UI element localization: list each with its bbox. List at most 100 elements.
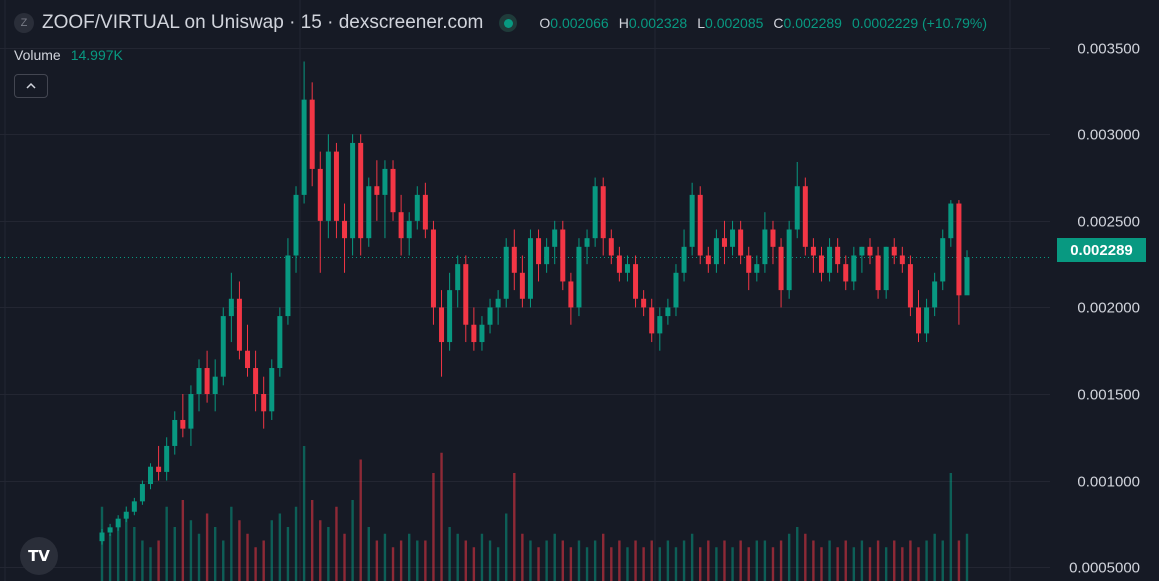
candle-body xyxy=(713,238,719,265)
candle-body xyxy=(269,368,275,412)
volume-bar xyxy=(957,540,961,581)
candle-body xyxy=(721,238,727,247)
candle-body xyxy=(455,264,461,291)
candle-body xyxy=(156,466,162,472)
candle-body xyxy=(786,229,792,291)
candle-body xyxy=(924,307,930,334)
candle-body xyxy=(746,255,752,273)
volume-bar xyxy=(448,527,451,581)
candle-body xyxy=(883,246,889,291)
candle-body xyxy=(665,307,671,317)
chevron-up-icon xyxy=(26,82,36,89)
volume-bar xyxy=(884,547,888,581)
volume-bar xyxy=(254,547,257,581)
last-price-tag: 0.002289 xyxy=(1057,238,1146,262)
candle-body xyxy=(228,298,234,317)
volume-label: Volume xyxy=(14,47,61,63)
volume-bar xyxy=(852,547,856,581)
volume-bar xyxy=(391,547,395,581)
volume-bar xyxy=(319,520,322,581)
volume-bar xyxy=(173,527,176,581)
candle-body xyxy=(172,419,178,446)
candle-body xyxy=(406,220,412,239)
candle-body xyxy=(139,484,145,502)
volume-bar xyxy=(278,513,282,581)
candle-body xyxy=(107,527,113,533)
volume-bar xyxy=(650,540,653,581)
candle-body xyxy=(915,307,921,334)
candle-body xyxy=(956,203,962,296)
volume-bar xyxy=(424,540,427,581)
volume-bar xyxy=(634,540,637,581)
volume-bar xyxy=(577,540,581,581)
candle-body xyxy=(519,272,525,299)
y-tick-label: 0.003000 xyxy=(1077,127,1140,144)
candle-body xyxy=(536,238,542,265)
candle-body xyxy=(875,255,881,291)
low-value: 0.002085 xyxy=(705,15,764,31)
candle-body xyxy=(471,324,477,343)
candle-body xyxy=(196,368,202,394)
volume-bar xyxy=(893,540,896,581)
volume-bar xyxy=(804,533,807,581)
volume-bar xyxy=(593,540,597,581)
volume-bar xyxy=(480,533,484,581)
y-tick-label: 0.001500 xyxy=(1077,387,1140,404)
volume-bar xyxy=(690,533,694,581)
volume-bar xyxy=(116,520,120,581)
candle-body xyxy=(616,255,622,273)
candle-body xyxy=(673,272,679,308)
volume-bar xyxy=(561,540,564,581)
candle-body xyxy=(495,298,501,308)
volume-bar xyxy=(359,459,362,581)
tradingview-logo-icon[interactable]: TV xyxy=(20,537,58,575)
volume-bar xyxy=(302,446,306,581)
candle-body xyxy=(835,246,841,265)
candle-body xyxy=(584,238,590,247)
volume-bar xyxy=(569,547,573,581)
volume-bar xyxy=(197,533,201,581)
volume-bar xyxy=(383,533,387,581)
volume-bar xyxy=(205,513,209,581)
candle-body xyxy=(414,194,420,221)
candle-body xyxy=(738,229,744,256)
volume-bar xyxy=(642,547,645,581)
volume-bar xyxy=(747,547,750,581)
candle-body xyxy=(422,194,428,230)
candle-body xyxy=(560,229,566,282)
volume-bar xyxy=(513,473,516,581)
candle-body xyxy=(762,229,768,265)
collapse-legend-button[interactable] xyxy=(14,74,48,98)
volume-bar xyxy=(787,533,791,581)
volume-bar xyxy=(464,540,467,581)
candle-body xyxy=(430,229,436,308)
volume-bar xyxy=(545,540,548,581)
volume-bar xyxy=(505,513,508,581)
candle-body xyxy=(891,246,897,256)
candle-body xyxy=(843,264,849,282)
y-tick-label: 0.001000 xyxy=(1077,474,1140,491)
volume-bar xyxy=(399,540,403,581)
candle-body xyxy=(794,186,800,230)
candle-body xyxy=(390,168,396,213)
y-tick-label: 0.003500 xyxy=(1077,41,1140,58)
candle-body xyxy=(487,307,493,325)
volume-bar xyxy=(876,540,880,581)
candle-body xyxy=(705,255,711,265)
volume-bar xyxy=(262,540,265,581)
candle-body xyxy=(301,99,307,195)
volume-bar xyxy=(181,500,185,581)
volume-bar xyxy=(909,540,912,581)
candle-body xyxy=(463,264,469,325)
candle-body xyxy=(754,264,760,273)
candle-body xyxy=(253,368,259,394)
candle-body xyxy=(552,229,558,247)
candle-body xyxy=(818,255,824,273)
candle-body xyxy=(859,246,865,256)
volume-bar xyxy=(286,527,290,581)
volume-bar xyxy=(157,540,160,581)
candle-body xyxy=(285,255,291,317)
volume-bar xyxy=(537,547,540,581)
volume-bar xyxy=(844,540,847,581)
